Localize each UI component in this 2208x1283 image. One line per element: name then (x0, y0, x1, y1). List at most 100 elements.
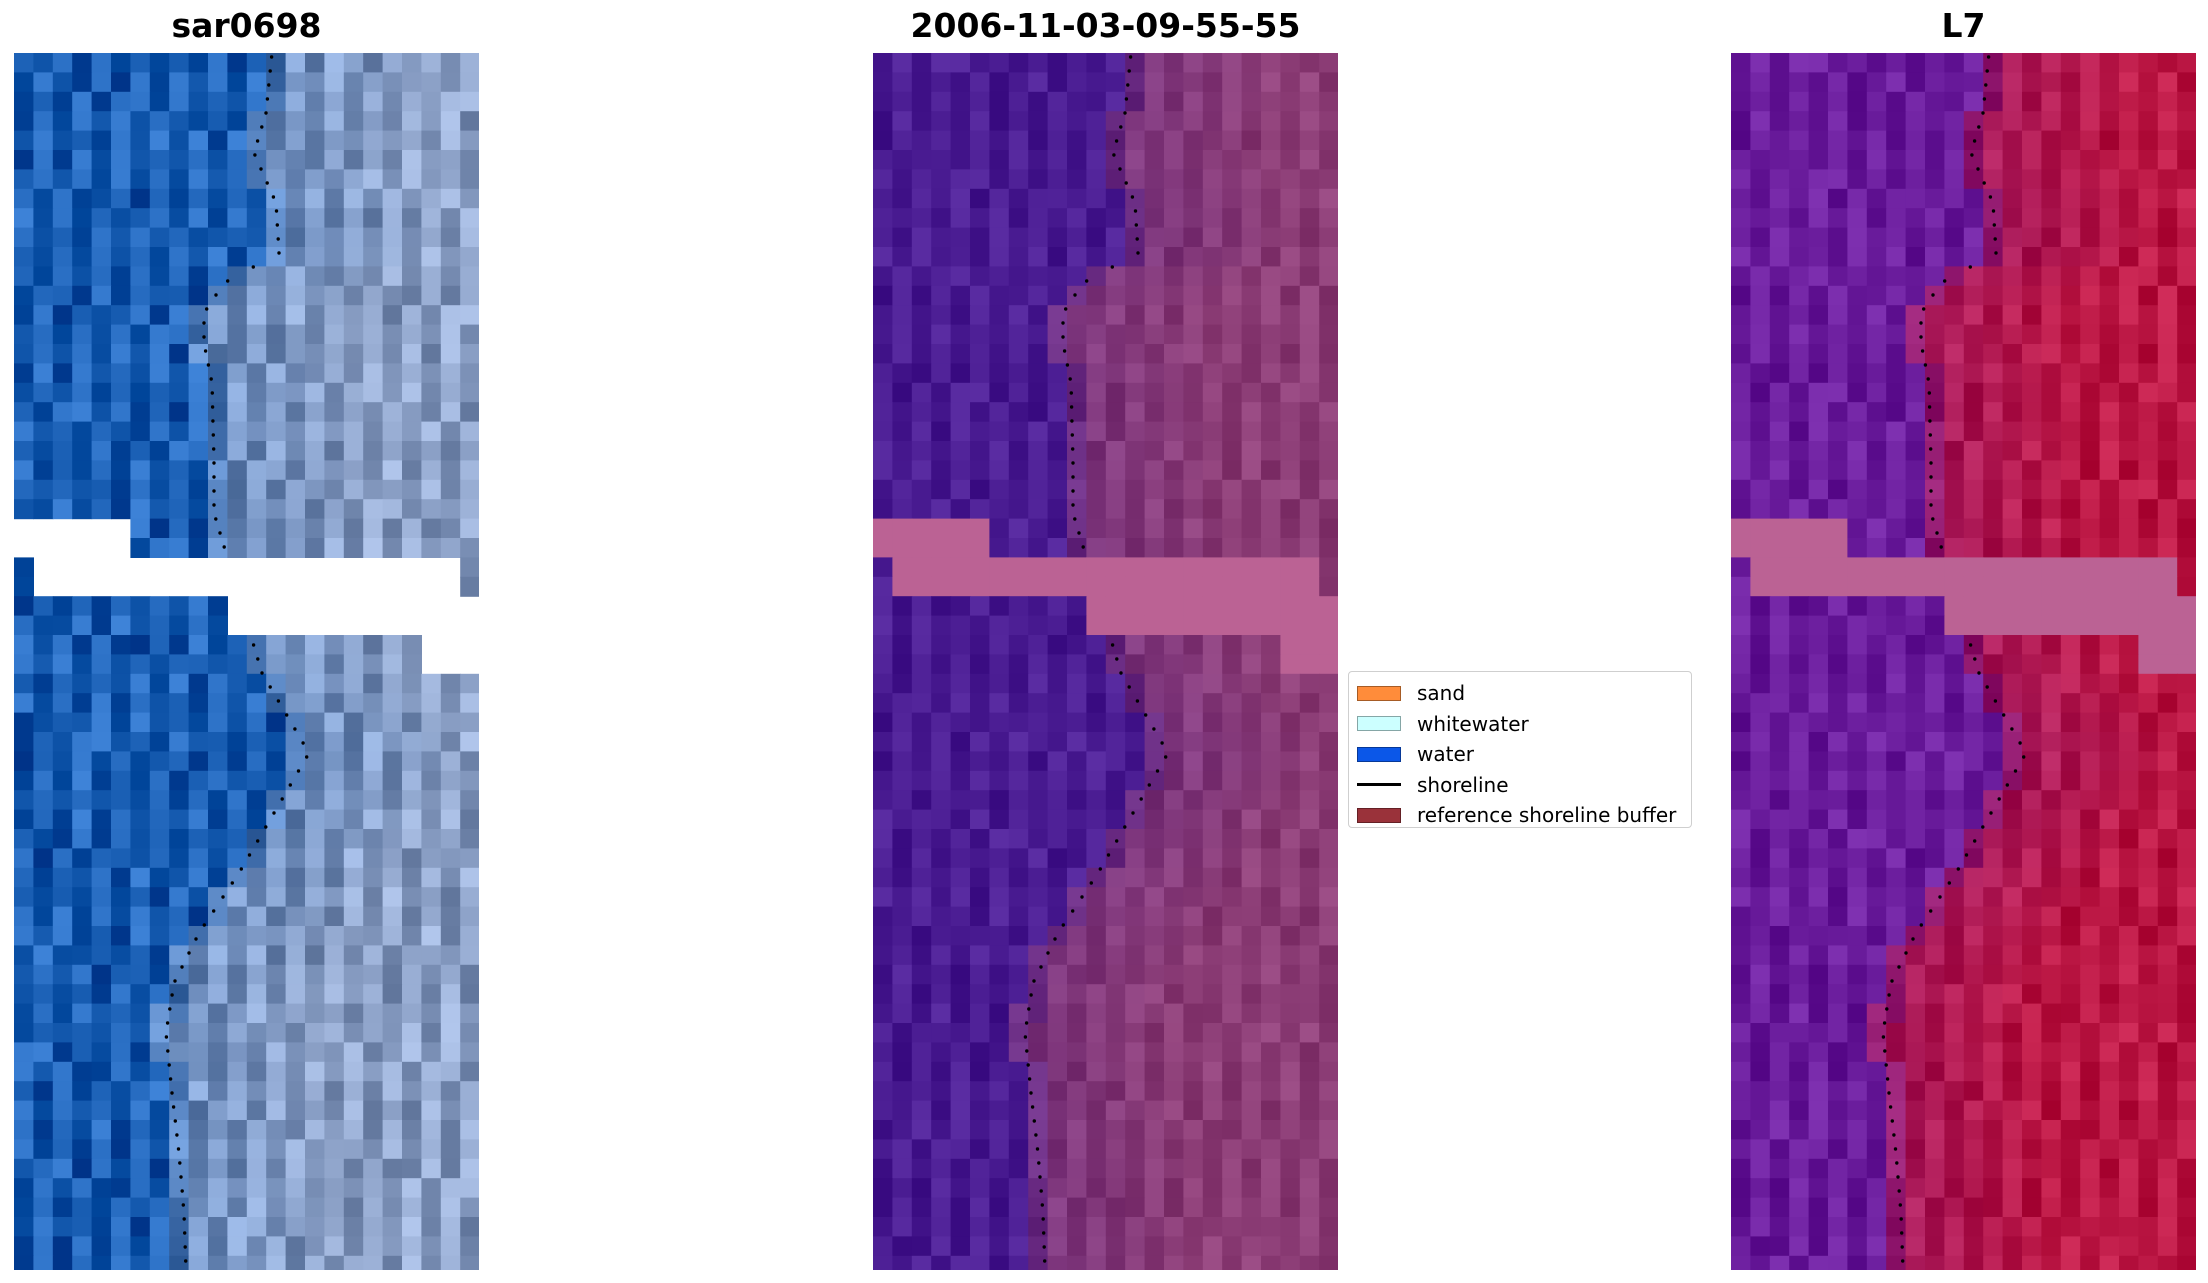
image-pixel (208, 926, 228, 946)
image-pixel (1241, 1236, 1262, 1257)
image-pixel (2119, 402, 2139, 423)
image-pixel (1202, 402, 1223, 423)
image-pixel (2060, 1081, 2081, 1102)
image-pixel (1086, 91, 1107, 112)
image-pixel (1280, 906, 1301, 927)
image-pixel (2138, 557, 2159, 578)
image-pixel (1866, 1217, 1887, 1237)
image-pixel (1047, 150, 1068, 170)
image-pixel (1299, 1139, 1320, 1160)
image-pixel (169, 673, 190, 694)
image-pixel (169, 421, 190, 442)
image-pixel (1280, 1197, 1301, 1218)
image-pixel (1886, 479, 1907, 500)
image-pixel (1847, 596, 1868, 617)
image-pixel (33, 169, 54, 190)
image-pixel (1047, 441, 1068, 461)
image-pixel (1241, 906, 1262, 927)
shoreline-point (259, 167, 263, 171)
image-pixel (1886, 712, 1907, 733)
shoreline-point (1929, 909, 1933, 913)
image-pixel (1125, 557, 1146, 578)
image-pixel (950, 732, 971, 752)
image-pixel (1731, 1217, 1751, 1237)
image-pixel (1789, 557, 1810, 578)
image-pixel (91, 906, 112, 927)
image-pixel (149, 1023, 170, 1043)
image-pixel (1183, 1100, 1204, 1121)
image-pixel (2099, 421, 2120, 442)
image-pixel (1202, 654, 1223, 675)
image-pixel (169, 635, 190, 655)
image-pixel (2157, 402, 2178, 423)
image-pixel (188, 53, 209, 73)
shoreline-point (202, 321, 206, 325)
image-pixel (1125, 91, 1146, 112)
image-pixel (285, 130, 306, 151)
image-pixel (1750, 1236, 1771, 1257)
image-pixel (1164, 1081, 1184, 1102)
image-pixel (1983, 1217, 2004, 1237)
image-pixel (2022, 72, 2042, 93)
image-pixel (266, 91, 287, 112)
image-pixel (2041, 305, 2062, 326)
image-pixel (1202, 344, 1223, 364)
image-pixel (1789, 1236, 1810, 1257)
image-pixel (1808, 770, 1829, 791)
image-pixel (989, 402, 1010, 423)
image-pixel (1008, 227, 1029, 248)
image-pixel (989, 1003, 1010, 1024)
image-pixel (2080, 421, 2101, 442)
image-pixel (1008, 441, 1029, 461)
image-pixel (440, 188, 461, 209)
shoreline-point (168, 1077, 173, 1081)
image-pixel (2177, 848, 2196, 869)
image-pixel (1202, 867, 1223, 888)
image-pixel (1847, 169, 1868, 190)
image-pixel (91, 751, 112, 772)
image-pixel (285, 635, 306, 655)
image-pixel (2022, 460, 2042, 481)
image-pixel (2099, 635, 2120, 655)
image-pixel (1047, 227, 1068, 248)
image-pixel (72, 1042, 93, 1063)
image-pixel (169, 247, 190, 267)
image-pixel (1299, 227, 1320, 248)
image-pixel (892, 984, 913, 1005)
image-pixel (1731, 72, 1751, 93)
image-pixel (1828, 926, 1848, 946)
image-pixel (1280, 382, 1301, 403)
image-pixel (227, 150, 248, 170)
image-pixel (130, 1061, 151, 1082)
image-pixel (1202, 499, 1223, 520)
image-pixel (1028, 247, 1049, 267)
image-pixel (266, 266, 287, 287)
image-pixel (1261, 887, 1281, 908)
image-pixel (2002, 53, 2023, 73)
image-pixel (188, 305, 209, 326)
image-pixel (1319, 887, 1338, 908)
shoreline-point (1928, 419, 1932, 423)
image-pixel (931, 615, 952, 636)
image-pixel (2041, 829, 2062, 849)
image-pixel (208, 732, 228, 752)
image-pixel (1886, 169, 1907, 190)
shoreline-point (1919, 335, 1923, 339)
image-pixel (2022, 964, 2042, 985)
image-pixel (1925, 188, 1945, 209)
image-pixel (2041, 169, 2062, 190)
shoreline-point (1127, 685, 1131, 689)
image-pixel (1164, 1100, 1184, 1121)
image-pixel (1808, 1023, 1829, 1043)
image-pixel (285, 1120, 306, 1140)
image-pixel (1067, 1255, 1087, 1270)
image-pixel (1731, 945, 1751, 966)
shoreline-point (1147, 783, 1151, 787)
image-pixel (2022, 91, 2042, 112)
image-pixel (1280, 538, 1301, 558)
image-pixel (1944, 1003, 1965, 1024)
image-pixel (421, 169, 442, 190)
image-pixel (2002, 305, 2023, 326)
image-pixel (1028, 538, 1049, 558)
image-pixel (149, 1100, 170, 1121)
